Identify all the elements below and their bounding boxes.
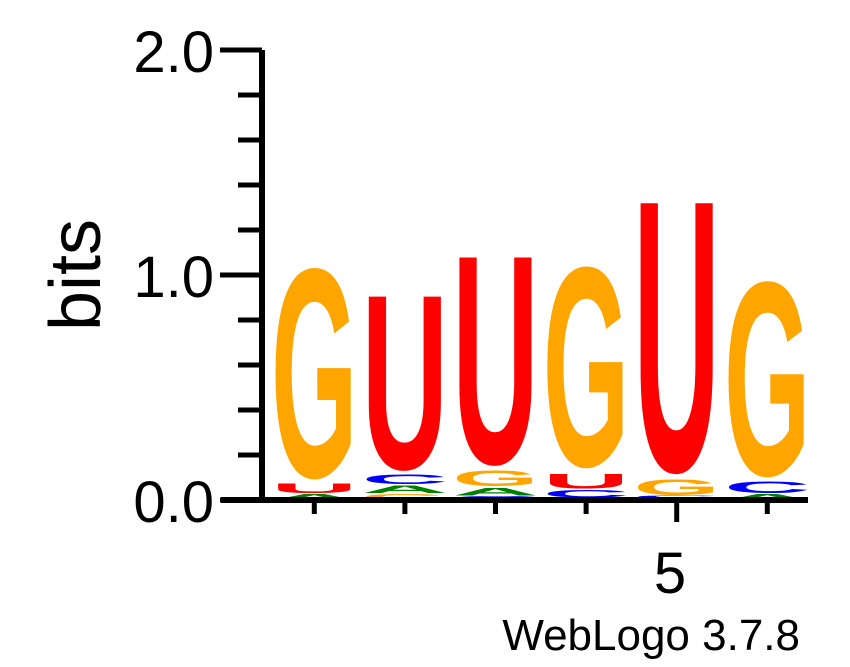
x-tick-label: 5 (654, 541, 686, 606)
logo-letter-G: G (724, 224, 811, 534)
y-tick-label-top: 2.0 (133, 20, 214, 85)
logo-letter-C: C (633, 495, 720, 498)
axis-layer (220, 47, 808, 522)
logo-letter-G: G (452, 466, 539, 490)
logo-letter-A: A (362, 483, 449, 495)
logo-letter-A: A (452, 486, 539, 498)
logo-letter-U: U (633, 119, 720, 553)
logo-letter-G: G (633, 475, 720, 499)
logo-letter-G: G (543, 207, 630, 526)
logo-letter-C: C (543, 488, 630, 500)
logo-letter-C: C (362, 472, 449, 487)
logo-letter-G: G (271, 206, 358, 540)
glyph-layer: AUGGACUCAGUGCUGACGUACG (271, 119, 811, 553)
y-tick-label-mid: 1.0 (133, 245, 214, 310)
logo-letter-U: U (271, 481, 358, 496)
logo-letter-U: U (543, 469, 630, 493)
logo-letter-C: C (724, 478, 811, 496)
y-tick-label-bottom: 0.0 (133, 470, 214, 535)
logo-letter-U: U (362, 243, 449, 522)
y-axis-label: bits (36, 219, 116, 331)
weblogo-credit: WebLogo 3.7.8 (502, 611, 800, 660)
logo-letter-U: U (452, 194, 539, 527)
